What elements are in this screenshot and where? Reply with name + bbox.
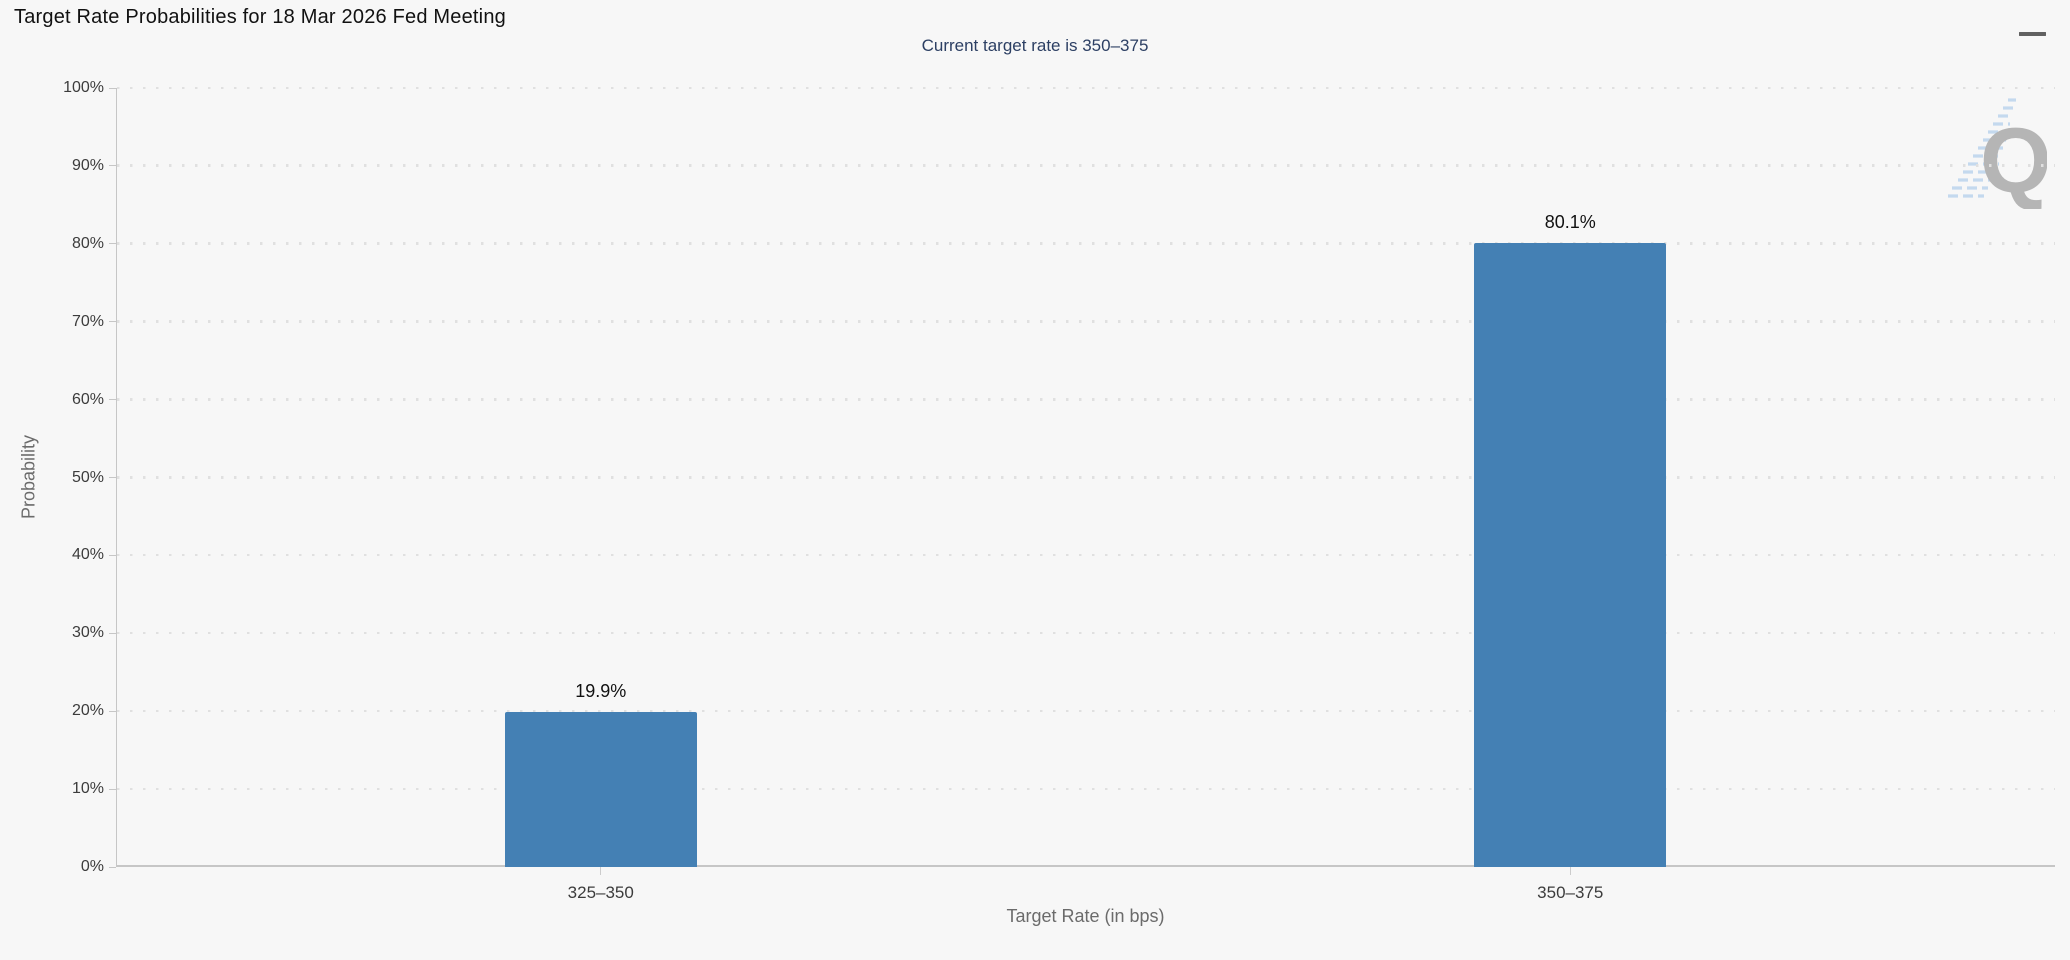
- y-axis-tick: [109, 710, 116, 712]
- y-gridline: [117, 476, 2055, 479]
- y-tick-label: 10%: [71, 780, 104, 798]
- y-axis-tick: [109, 866, 116, 868]
- y-axis-labels: 0% 10% 20% 30% 40% 50% 60% 70% 80% 90% 100%: [0, 79, 104, 875]
- bar-325–350[interactable]: [504, 711, 697, 867]
- chart-title: Target Rate Probabilities for 18 Mar 202…: [14, 6, 506, 28]
- y-axis-line: [116, 88, 117, 867]
- y-tick-label: 0%: [80, 858, 104, 875]
- y-axis-tick: [109, 165, 116, 167]
- y-axis-tick: [109, 788, 116, 790]
- y-tick-label: 80%: [71, 234, 104, 252]
- y-axis-tick: [109, 632, 116, 634]
- y-gridline: [117, 631, 2055, 635]
- y-gridline: [117, 320, 2055, 323]
- x-category-label: 350–375: [1537, 883, 1604, 902]
- x-axis-tick: [1569, 867, 1571, 875]
- y-tick-label: 40%: [71, 546, 104, 564]
- bar-value-label: 80.1%: [1544, 212, 1596, 233]
- x-category-label: 325–350: [567, 883, 634, 902]
- plot-area: 19.9% 325–350 80.1% 350–375: [109, 86, 2055, 902]
- y-gridline: [117, 709, 2055, 713]
- y-axis-tick: [109, 554, 116, 556]
- y-tick-label: 30%: [71, 624, 104, 642]
- y-gridline: [117, 242, 2055, 245]
- bar-350–375[interactable]: [1474, 243, 1667, 867]
- y-axis-tick: [109, 243, 116, 245]
- x-axis-title: Target Rate (in bps): [1006, 906, 1165, 926]
- y-axis-tick: [109, 477, 116, 478]
- y-gridline: [117, 86, 2055, 89]
- y-axis-title: Probability: [18, 434, 39, 520]
- chart-subtitle: Current target rate is 350–375: [921, 36, 1149, 55]
- y-axis-tick: [109, 321, 116, 323]
- y-tick-label: 20%: [71, 702, 104, 720]
- x-axis-line: [116, 865, 2055, 867]
- y-tick-label: 70%: [71, 312, 104, 330]
- bar-value-label: 19.9%: [575, 680, 627, 701]
- y-tick-label: 50%: [71, 468, 104, 486]
- x-axis-tick: [600, 867, 602, 875]
- y-tick-label: 90%: [71, 156, 104, 174]
- y-gridline: [117, 398, 2055, 401]
- y-tick-label: 60%: [71, 390, 104, 408]
- y-gridline: [117, 553, 2055, 557]
- y-gridline: [117, 164, 2055, 167]
- y-axis-tick: [109, 87, 116, 89]
- y-axis-tick: [109, 399, 116, 401]
- y-gridline: [117, 787, 2055, 791]
- chart-export-menu-button[interactable]: [2019, 12, 2048, 36]
- y-tick-label: 100%: [63, 79, 104, 96]
